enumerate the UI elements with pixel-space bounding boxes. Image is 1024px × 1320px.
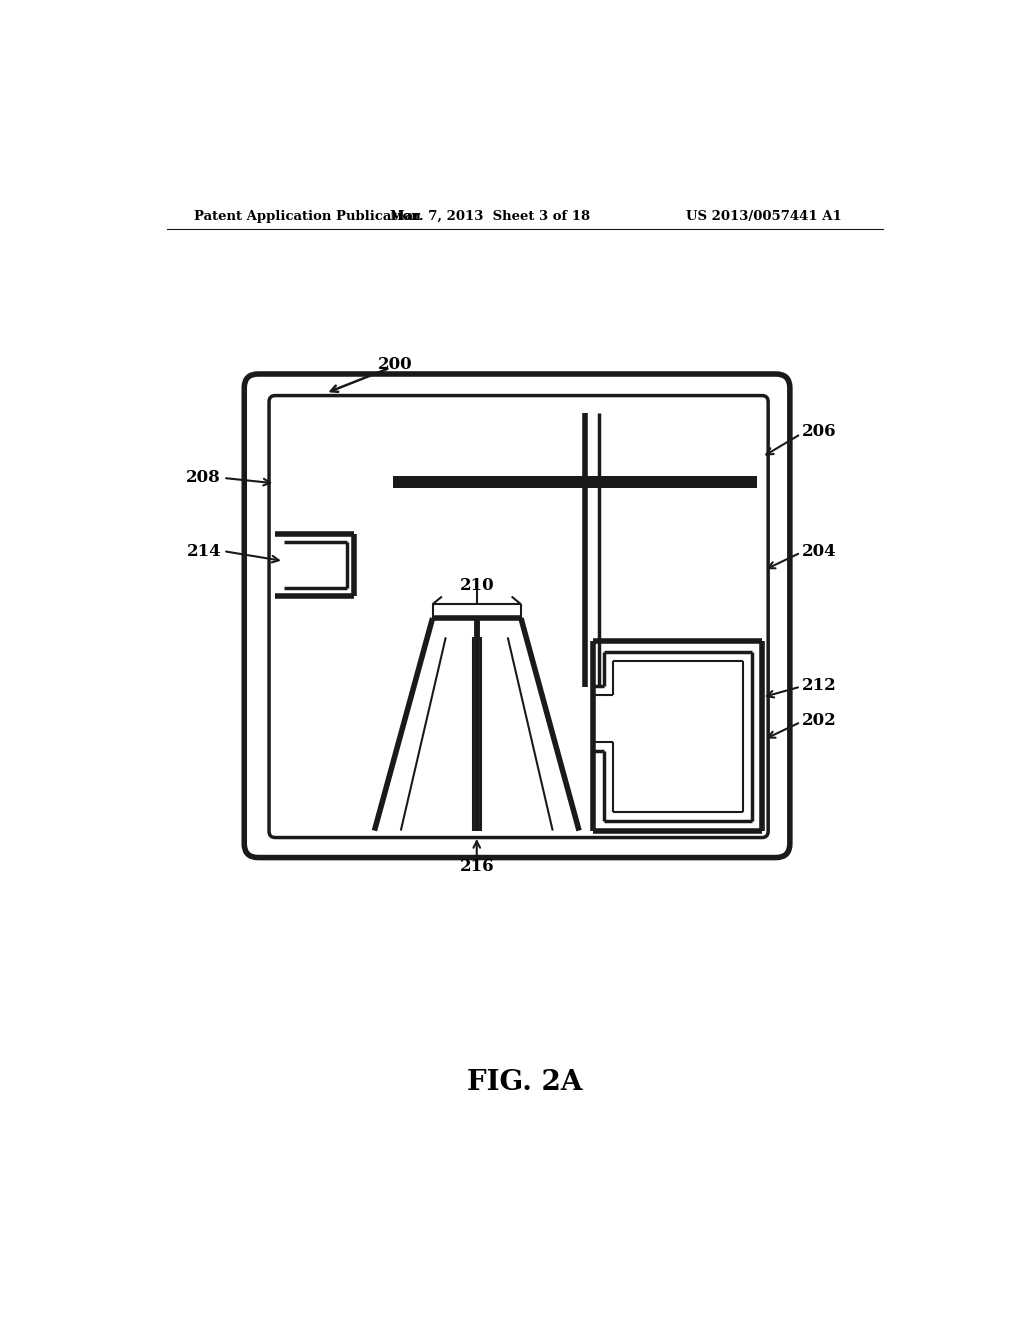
Text: 214: 214 xyxy=(186,543,221,560)
FancyBboxPatch shape xyxy=(269,396,768,838)
Text: 212: 212 xyxy=(802,677,837,694)
Text: 200: 200 xyxy=(378,356,413,374)
Text: Patent Application Publication: Patent Application Publication xyxy=(194,210,421,223)
Text: 216: 216 xyxy=(460,858,494,875)
Text: 210: 210 xyxy=(460,577,494,594)
FancyBboxPatch shape xyxy=(245,374,790,858)
Text: US 2013/0057441 A1: US 2013/0057441 A1 xyxy=(686,210,842,223)
Text: Mar. 7, 2013  Sheet 3 of 18: Mar. 7, 2013 Sheet 3 of 18 xyxy=(390,210,590,223)
Text: FIG. 2A: FIG. 2A xyxy=(467,1069,583,1096)
Bar xyxy=(393,477,758,488)
Text: 206: 206 xyxy=(802,424,837,441)
Text: 208: 208 xyxy=(186,470,221,487)
Text: 202: 202 xyxy=(802,711,837,729)
Text: 204: 204 xyxy=(802,543,837,560)
